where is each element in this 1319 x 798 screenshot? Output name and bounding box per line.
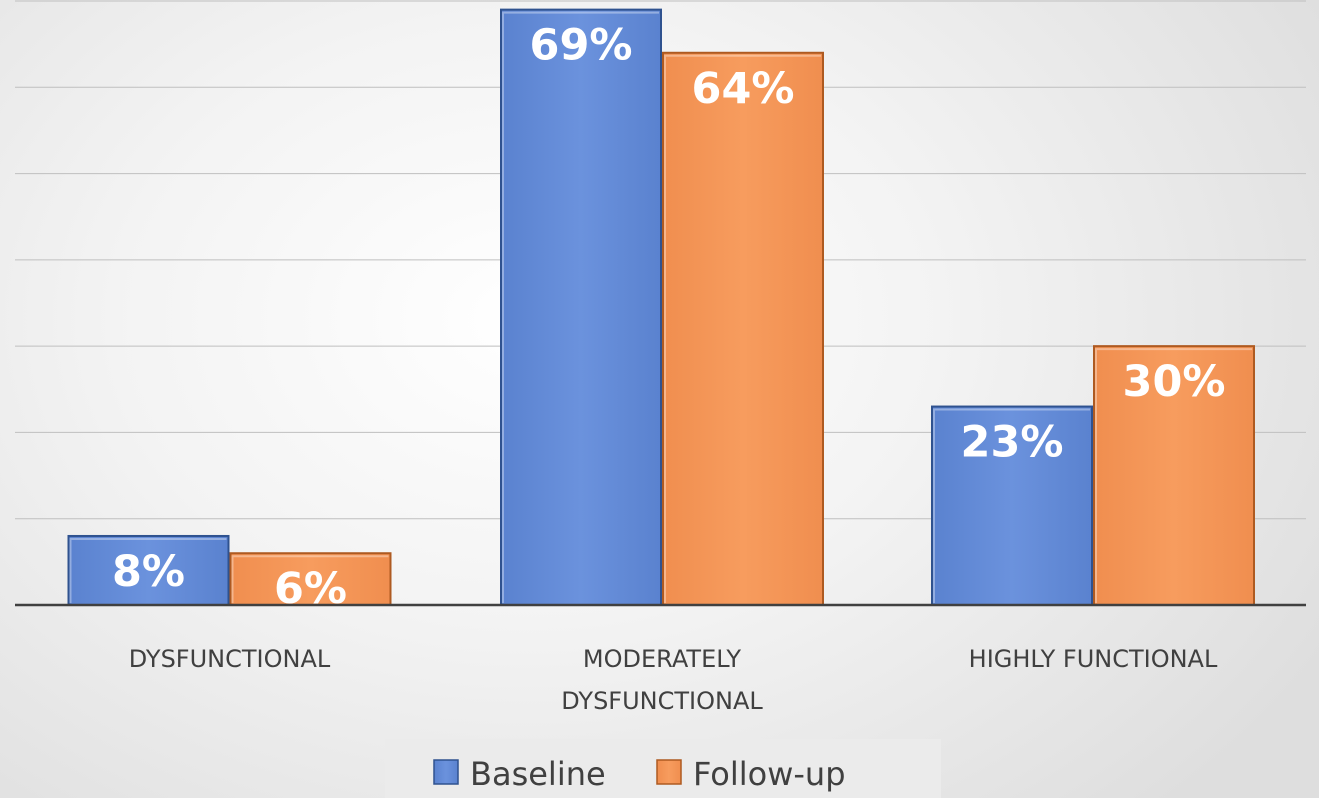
category-labels: DYSFUNCTIONAL MODERATELY DYSFUNCTIONAL HIGH…	[129, 645, 1218, 715]
bar-follow-up	[1093, 345, 1255, 606]
data-labels: 8% 69% 23% 6% 64% 30%	[112, 21, 1225, 615]
data-label-baseline: 69%	[530, 21, 633, 71]
data-label-follow-up: 6%	[274, 564, 347, 614]
bar-highlight	[231, 555, 389, 603]
bar-highlight	[502, 11, 659, 603]
category-label: HIGHLY FUNCTIONAL	[969, 645, 1218, 673]
category-label: DYSFUNCTIONAL	[561, 687, 763, 715]
category-label: DYSFUNCTIONAL	[129, 645, 331, 673]
legend-label-follow-up: Follow-up	[693, 755, 846, 793]
bar-highlight	[933, 408, 1090, 603]
data-label-follow-up: 64%	[692, 64, 795, 114]
bars	[67, 8, 1255, 607]
data-label-baseline: 23%	[961, 418, 1064, 468]
data-label-follow-up: 30%	[1123, 357, 1226, 407]
legend: Baseline Follow-up	[385, 739, 941, 798]
bar-highlight	[69, 537, 227, 603]
legend-label-baseline: Baseline	[470, 755, 606, 793]
bar-follow-up	[662, 51, 824, 607]
bar-highlight	[1095, 348, 1252, 603]
bar-baseline	[500, 8, 662, 606]
data-label-baseline: 8%	[112, 547, 185, 597]
legend-swatch-baseline	[433, 759, 459, 785]
bar-highlight	[664, 54, 821, 603]
legend-swatch-follow-up	[656, 759, 682, 785]
category-label: MODERATELY	[583, 645, 742, 673]
